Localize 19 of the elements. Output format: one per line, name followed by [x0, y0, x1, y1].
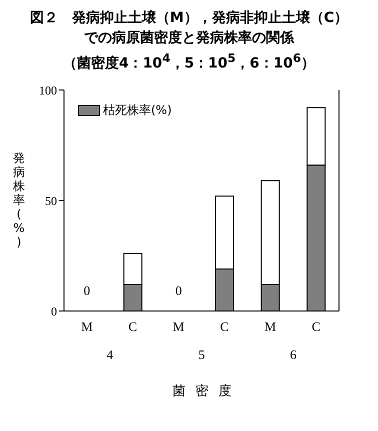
- x-tick-label: M: [264, 318, 276, 334]
- text: 6: [290, 346, 297, 362]
- x-tick-label: M: [172, 318, 185, 334]
- chart-subtitle: （菌密度4：10$^{4}$，5：10$^{5}$，6：10$^{6}$）: [62, 50, 316, 74]
- x-tick-label: M: [81, 318, 94, 334]
- x-tick-label: C: [220, 318, 229, 334]
- data-label: 0: [175, 282, 182, 298]
- text: 5: [198, 346, 205, 362]
- y-tick-label: 0: [51, 304, 57, 318]
- y-tick-label: 100: [39, 82, 57, 97]
- x-axis-title: 菌密度: [172, 382, 242, 400]
- x-tick-label: C: [128, 318, 138, 334]
- text: 4: [106, 346, 114, 362]
- y-tick-label: 50: [45, 193, 57, 208]
- legend-label: 枯死株率(%): [103, 102, 172, 119]
- x-tick-label: C: [312, 318, 320, 334]
- y-axis-title: 発病株率(%): [12, 150, 26, 249]
- data-label: 0: [84, 282, 90, 298]
- chart-title: 図２ 発病抑止土壌（M），発病非抑止土壌（C）での病原菌密度と発病株率の関係: [28, 8, 350, 48]
